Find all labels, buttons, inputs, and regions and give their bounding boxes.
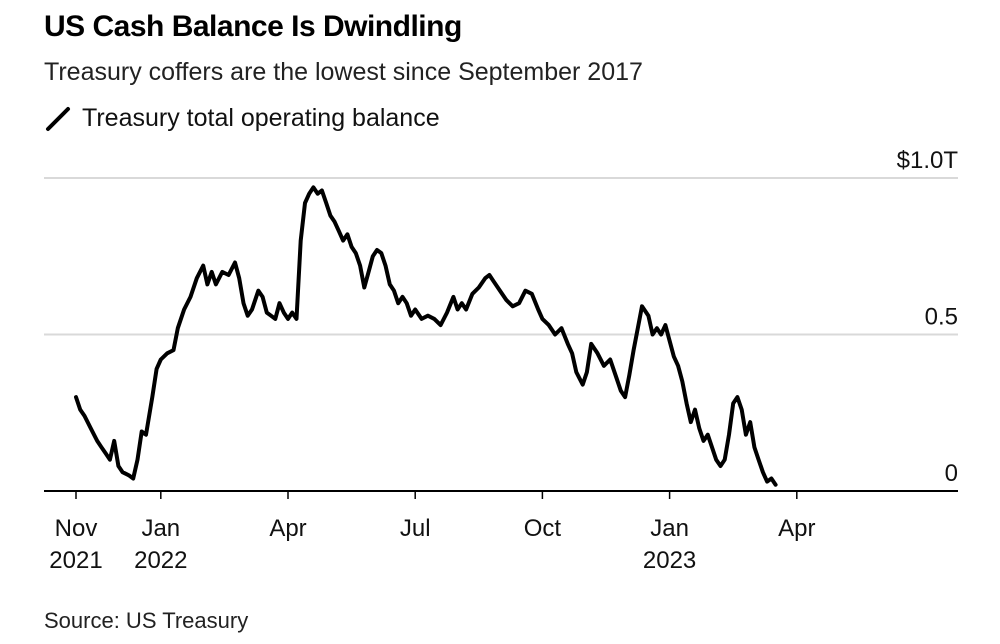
y-tick-label: 0.5 [925,304,958,331]
y-tick-label: $1.0T [897,147,959,174]
chart-title: US Cash Balance Is Dwindling [44,10,462,43]
x-tick-label: Jan [650,515,689,542]
x-tick-label: Nov [55,515,98,542]
x-tick-label: Jan [141,515,180,542]
legend: Treasury total operating balance [44,104,440,133]
x-tick-label: Jul [400,515,431,542]
x-tick-label: Apr [269,515,306,542]
legend-label: Treasury total operating balance [82,104,440,132]
x-tick-year-label: 2022 [134,547,187,574]
y-tick-label: 0 [945,460,958,487]
legend-line-icon [46,106,70,131]
chart-source: Source: US Treasury [44,608,249,633]
x-tick-label: Apr [778,515,815,542]
x-tick-label: Oct [524,515,562,542]
x-tick-year-label: 2021 [49,547,102,574]
x-tick-year-label: 2023 [643,547,696,574]
series-line-treasury-balance [74,185,778,487]
chart-subtitle: Treasury coffers are the lowest since Se… [44,58,643,86]
